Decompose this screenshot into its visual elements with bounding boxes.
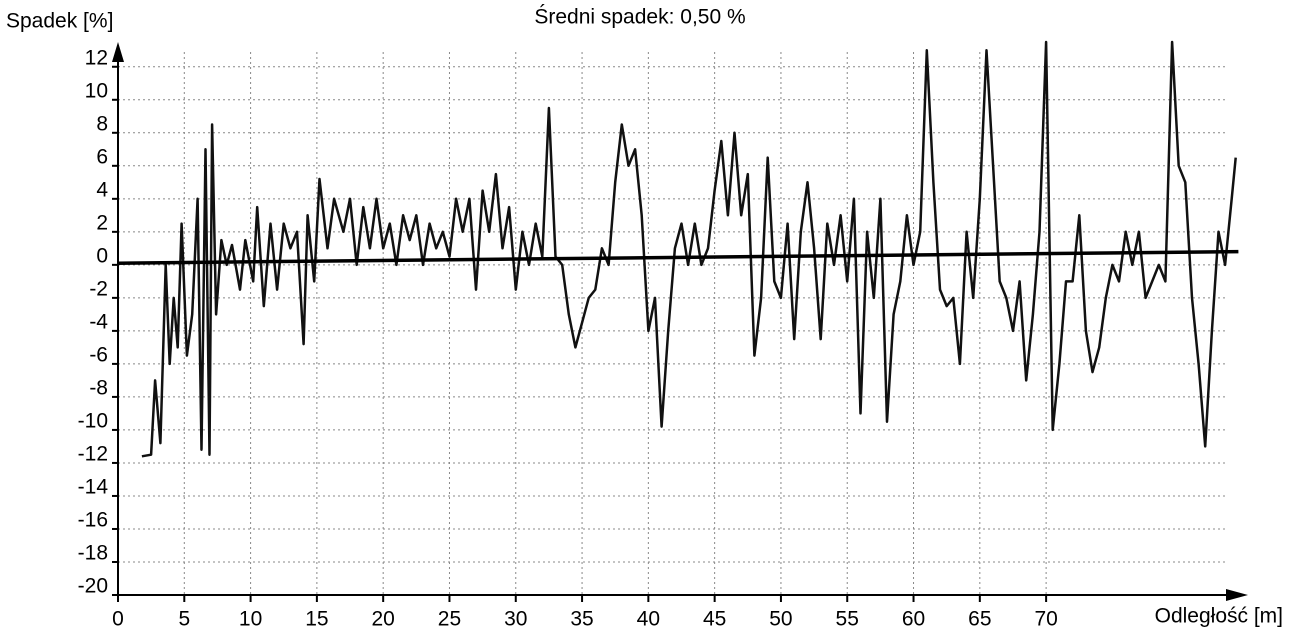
x-axis-arrow: [1226, 589, 1248, 601]
x-tick-label: 45: [703, 608, 726, 631]
x-tick-label: 10: [239, 608, 262, 631]
x-tick-label: 20: [371, 608, 394, 631]
x-tick-label: 50: [769, 608, 792, 631]
x-tick-label: 60: [902, 608, 925, 631]
y-tick-label: -10: [78, 409, 108, 432]
y-tick-label: 12: [85, 46, 108, 69]
y-tick-label: -8: [89, 376, 108, 399]
x-tick-label: 15: [305, 608, 328, 631]
x-axis-label: Odległość [m]: [1155, 605, 1283, 628]
y-axis-arrow: [112, 42, 124, 62]
x-tick-label: 0: [112, 608, 124, 631]
x-tick-label: 35: [570, 608, 593, 631]
y-tick-label: -20: [78, 575, 108, 598]
grid: [117, 52, 1225, 596]
x-tick-label: 70: [1034, 608, 1057, 631]
line-series: [141, 40, 1237, 458]
y-tick-label: -16: [78, 509, 108, 532]
chart-title: Średni spadek: 0,50 %: [534, 5, 745, 29]
y-tick-label: 2: [96, 211, 108, 234]
y-tick-label: -4: [89, 310, 108, 333]
x-tick-label: 25: [438, 608, 461, 631]
y-tick-label: 8: [96, 112, 108, 135]
y-tick-label: 10: [85, 79, 108, 102]
x-tick-label: 40: [637, 608, 660, 631]
y-tick-label: 6: [96, 145, 108, 168]
y-tick-label: -2: [89, 277, 108, 300]
y-tick-label: -18: [78, 542, 108, 565]
y-tick-label: -6: [89, 343, 108, 366]
y-axis-label: Spadek [%]: [6, 10, 113, 33]
x-tick-label: 30: [504, 608, 527, 631]
x-tick-label: 55: [836, 608, 859, 631]
y-tick-label: -14: [78, 476, 109, 499]
x-tick-label: 65: [968, 608, 991, 631]
x-tick-label: 5: [178, 608, 190, 631]
y-tick-label: 4: [96, 178, 108, 201]
y-tick-label: 0: [96, 244, 108, 267]
y-tick-label: -12: [78, 442, 108, 465]
line-series: [117, 249, 1239, 265]
